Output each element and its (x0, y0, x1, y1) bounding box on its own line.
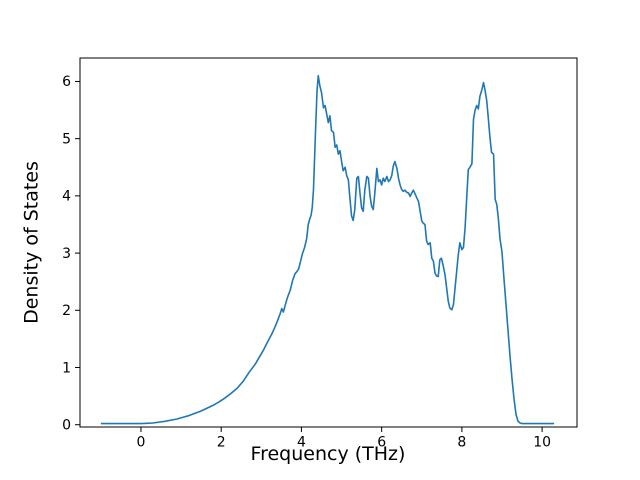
dos-curve (100, 74, 555, 425)
y-tick-label: 3 (62, 246, 71, 262)
plot-border (79, 57, 578, 428)
y-tick-label: 4 (62, 189, 71, 205)
y-tick-label: 5 (62, 131, 71, 147)
x-tick-label: 2 (217, 435, 226, 451)
plot-area: 0 2 4 6 8 10 0 1 2 3 4 5 6 (62, 57, 578, 451)
x-tick-label: 8 (457, 435, 466, 451)
y-tick-label: 0 (62, 417, 71, 433)
x-axis-label: Frequency (THz) (251, 443, 406, 465)
x-tick-label: 4 (297, 435, 306, 451)
x-tick-label: 0 (137, 435, 146, 451)
y-tick-label: 6 (62, 74, 71, 90)
y-tick-label: 1 (62, 360, 71, 376)
x-tick-label: 6 (377, 435, 386, 451)
y-tick-label: 2 (62, 303, 71, 319)
x-tick-label: 10 (533, 435, 551, 451)
y-axis-label: Density of States (20, 161, 42, 324)
